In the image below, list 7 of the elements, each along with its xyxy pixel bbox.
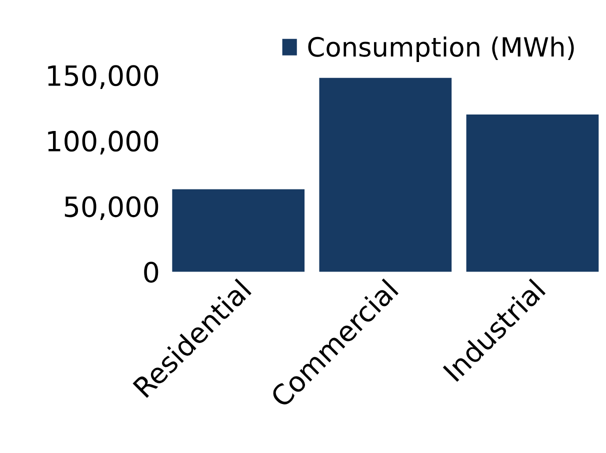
y-tick-label: 50,000 [64, 196, 158, 220]
bar [172, 189, 305, 272]
bar [319, 78, 452, 272]
legend-label: Consumption (MWh) [308, 36, 574, 62]
bar [466, 114, 599, 272]
y-tick-label: 150,000 [48, 65, 158, 89]
y-tick-label: 100,000 [48, 130, 158, 155]
